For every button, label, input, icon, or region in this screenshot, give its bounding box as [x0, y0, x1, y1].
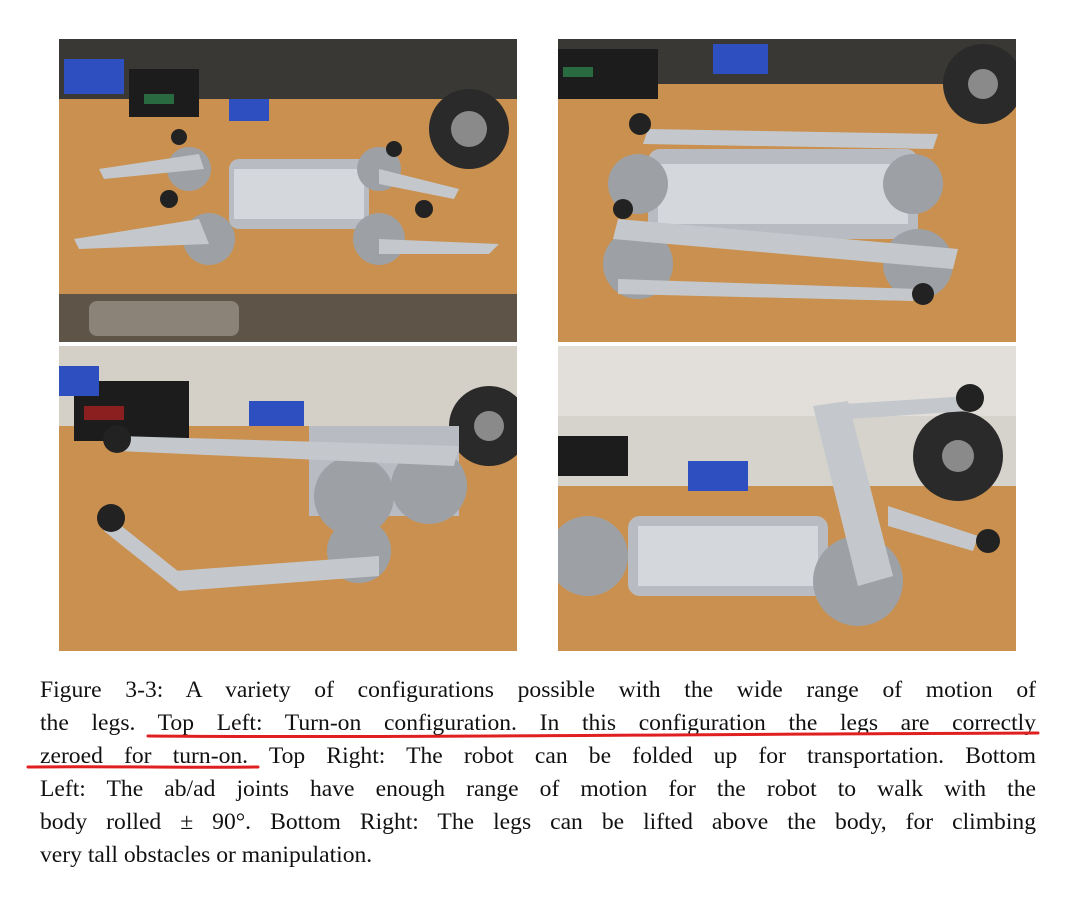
caption-line-3: zeroed for turn-on. Top Right: The robot… [40, 740, 1036, 773]
caption-line-6: very tall obstacles or manipulation. [40, 842, 373, 868]
photo-bottom-right-legs-lifted [558, 346, 1016, 651]
caption-line-2-pre: the legs. [40, 710, 158, 736]
photo-top-right-folded [558, 39, 1016, 342]
caption-line-1: Figure 3-3: A variety of configurations … [40, 677, 1036, 703]
caption-highlight-part-1: Top Left: Turn-on configuration. In this… [157, 710, 1036, 736]
caption-line-2: the legs. Top Left: Turn-on configuratio… [40, 707, 1036, 740]
photo-bottom-left-rolled [59, 346, 517, 651]
caption-line-3-post: Top Right: The robot can be folded up fo… [248, 743, 1037, 769]
caption-line-4: Left: The ab/ad joints have enough range… [40, 776, 1036, 802]
photo-top-left-turn-on [59, 39, 517, 342]
caption-highlight-part-2: zeroed for turn-on. [40, 743, 249, 769]
caption-line-5: body rolled ± 90°. Bottom Right: The leg… [40, 809, 1036, 835]
figure-caption: Figure 3-3: A variety of configurations … [40, 674, 1036, 872]
